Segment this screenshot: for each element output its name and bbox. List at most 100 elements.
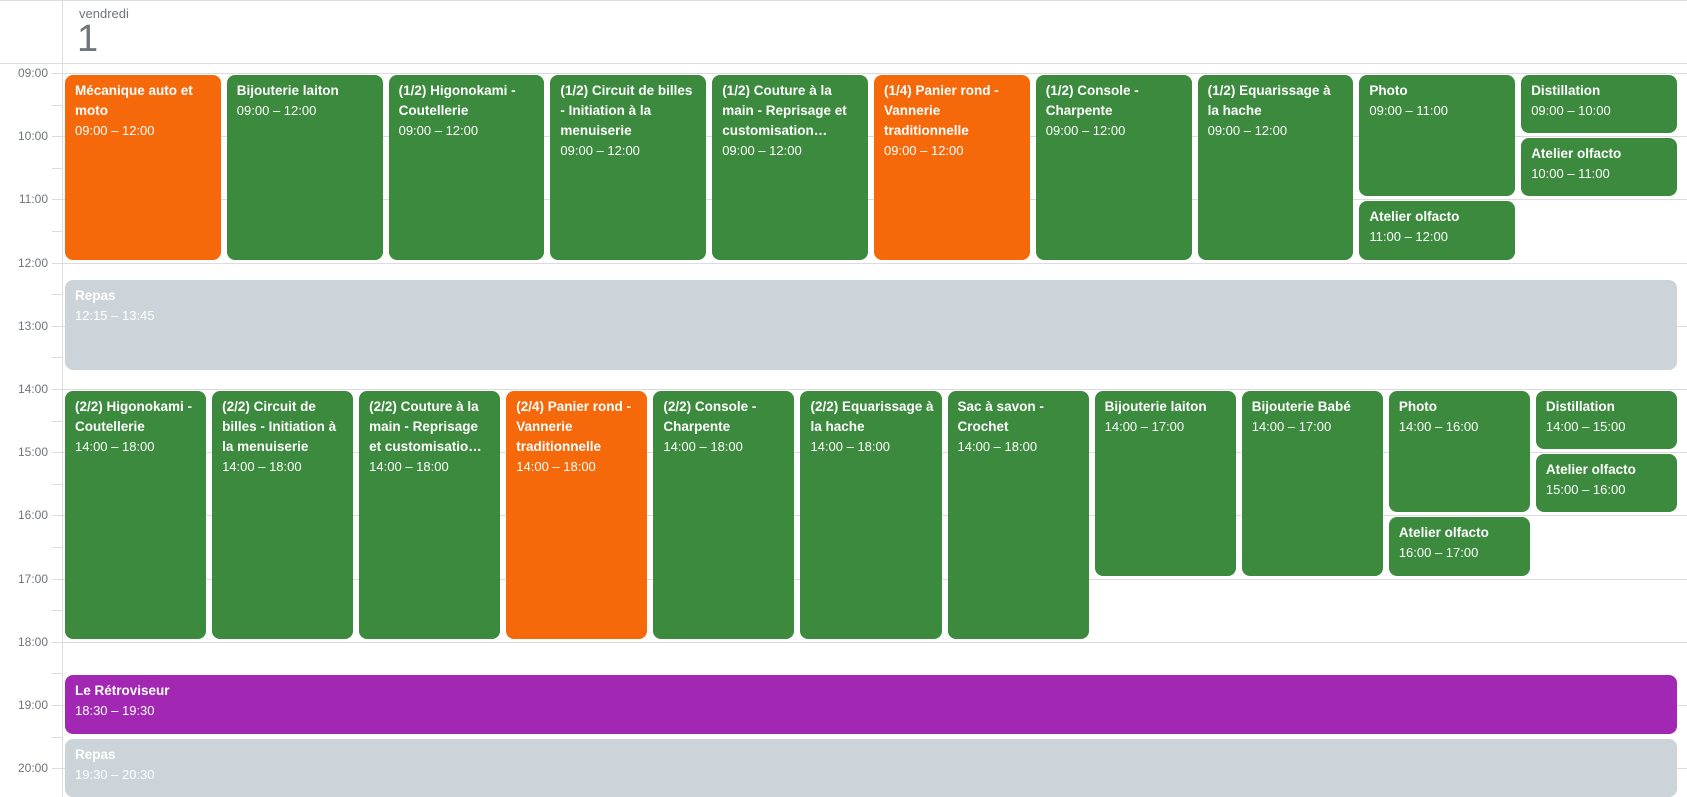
time-label: 20:00 [0,760,48,777]
calendar-event[interactable]: (1/2) Console - Charpente 09:00 – 12:00 [1035,75,1192,260]
event-time: 09:00 – 12:00 [722,143,802,158]
calendar-event[interactable]: Bijouterie Babé 14:00 – 17:00 [1241,391,1383,576]
gutter-tick [52,578,62,580]
gutter-tick [52,483,62,485]
hour-line [62,73,1687,74]
event-title: Distillation [1531,83,1601,98]
calendar-event[interactable]: Sac à savon - Crochet 14:00 – 18:00 [947,391,1089,639]
event-title: (2/2) Higonokami - Coutellerie [75,399,193,434]
gutter-tick [52,167,62,169]
calendar-event[interactable]: Photo 14:00 – 16:00 [1388,391,1530,513]
event-time: 09:00 – 12:00 [1207,123,1288,138]
event-time: 10:00 – 11:00 [1531,166,1610,182]
event-title: Repas [75,288,116,304]
event-time: 14:00 – 18:00 [516,459,596,474]
event-time: 14:00 – 18:00 [810,439,890,454]
event-time: 14:00 – 18:00 [369,459,449,474]
event-title: (1/2) Higonokami - Coutellerie [398,83,516,118]
gutter-tick [52,515,62,517]
calendar-event[interactable]: (1/4) Panier rond - Vannerie traditionne… [874,75,1030,260]
calendar-event[interactable]: (1/2) Couture à la main - Reprisage et c… [712,75,868,260]
gutter-tick [52,325,62,327]
calendar-event[interactable]: (2/2) Console - Charpente 14:00 – 18:00 [653,391,795,639]
event-time: 14:00 – 16:00 [1398,419,1479,434]
event-time: 09:00 – 12:00 [75,123,155,138]
event-title: (2/2) Couture à la main - Reprisage et c… [369,399,482,454]
day-number[interactable]: 1 [77,18,99,60]
calendar-event[interactable]: (1/2) Higonokami - Coutellerie 09:00 – 12… [388,75,545,260]
gutter-tick [52,452,62,454]
event-time: 18:30 – 19:30 [75,703,155,719]
gutter-tick [52,389,62,390]
hour-line [62,641,1687,643]
calendar-event[interactable]: Repas 12:15 – 13:45 [65,280,1677,371]
gutter-tick [52,736,62,738]
calendar-event[interactable]: (2/2) Couture à la main - Reprisage et c… [359,391,501,639]
event-time: 09:00 – 12:00 [560,143,640,158]
event-title: (1/2) Couture à la main - Reprisage et c… [722,83,847,138]
calendar-event[interactable]: (1/2) Equarissage à la hache 09:00 – 12:0… [1197,75,1354,260]
time-label: 11:00 [0,191,48,208]
event-time: 09:00 – 12:00 [398,123,479,138]
event-time: 14:00 – 18:00 [663,439,743,454]
gutter-tick [52,104,62,106]
gutter-tick [52,199,62,201]
weekday-label: vendredi [79,6,129,21]
event-title: (2/2) Console - Charpente [663,399,757,434]
time-label: 17:00 [0,570,48,587]
event-time: 16:00 – 17:00 [1398,545,1479,561]
gutter-tick [52,705,62,706]
event-title: Bijouterie laiton [236,83,339,98]
calendar-event[interactable]: (2/4) Panier rond - Vannerie traditionne… [506,391,648,639]
gutter-tick [52,357,62,359]
time-label: 16:00 [0,507,48,524]
calendar-event[interactable]: Mécanique auto et moto 09:00 – 12:00 [65,75,221,260]
event-title: Bijouterie Babé [1251,399,1351,414]
calendar-event[interactable]: Bijouterie laiton 14:00 – 17:00 [1094,391,1236,576]
time-label: 18:00 [0,633,48,650]
event-title: (1/2) Circuit de billes - Initiation à l… [560,83,693,138]
calendar-event[interactable]: Distillation 09:00 – 10:00 [1521,75,1677,134]
calendar-event[interactable]: Distillation 14:00 – 15:00 [1535,391,1677,450]
gutter-tick [52,294,62,296]
calendar-event[interactable]: Repas 19:30 – 20:30 [65,738,1677,797]
event-title: (2/2) Circuit de billes - Initiation à l… [222,399,337,454]
event-title: Photo [1398,399,1438,414]
calendar-event[interactable]: Photo 09:00 – 11:00 [1359,75,1516,197]
gutter-tick [52,768,62,770]
hour-line [62,262,1687,264]
time-label: 19:00 [0,697,48,713]
event-time: 09:00 – 12:00 [236,103,317,118]
event-time: 09:00 – 12:00 [1045,123,1126,138]
calendar-event[interactable]: (2/2) Circuit de billes - Initiation à l… [212,391,354,639]
event-title: Photo [1369,83,1408,98]
gutter-tick [52,547,62,548]
calendar-event[interactable]: (2/2) Higonokami - Coutellerie 14:00 – 18… [65,391,207,639]
calendar-event[interactable]: Bijouterie laiton 09:00 – 12:00 [226,75,383,260]
event-time: 14:00 – 18:00 [75,439,155,454]
event-time: 14:00 – 18:00 [222,459,302,474]
event-title: Atelier olfacto [1398,525,1489,541]
calendar-event[interactable]: (2/2) Equarissage à la hache 14:00 – 18:0… [800,391,942,639]
event-time: 14:00 – 17:00 [1251,419,1332,434]
calendar-event[interactable]: Atelier olfacto 10:00 – 11:00 [1521,138,1677,197]
calendar-event[interactable]: (1/2) Circuit de billes - Initiation à l… [550,75,707,260]
event-title: (2/4) Panier rond - Vannerie traditionne… [516,399,632,454]
event-title: (2/2) Equarissage à la hache [810,399,934,434]
gutter-tick [52,420,62,422]
gutter-tick [52,136,62,138]
time-label: 13:00 [0,317,48,334]
top-border [0,0,1687,1]
event-time: 19:30 – 20:30 [75,766,155,782]
calendar-event[interactable]: Atelier olfacto 15:00 – 16:00 [1535,454,1677,513]
event-title: Atelier olfacto [1369,209,1460,225]
event-title: Atelier olfacto [1531,146,1622,162]
calendar-event[interactable]: Atelier olfacto 11:00 – 12:00 [1359,201,1516,260]
time-label: 09:00 [0,65,48,81]
header-separator [0,63,1687,64]
time-label: 10:00 [0,128,48,145]
event-time: 11:00 – 12:00 [1369,229,1448,245]
calendar-event[interactable]: Atelier olfacto 16:00 – 17:00 [1388,517,1530,576]
calendar-event[interactable]: Le Rétroviseur 18:30 – 19:30 [65,675,1677,734]
gutter-tick [52,231,62,232]
